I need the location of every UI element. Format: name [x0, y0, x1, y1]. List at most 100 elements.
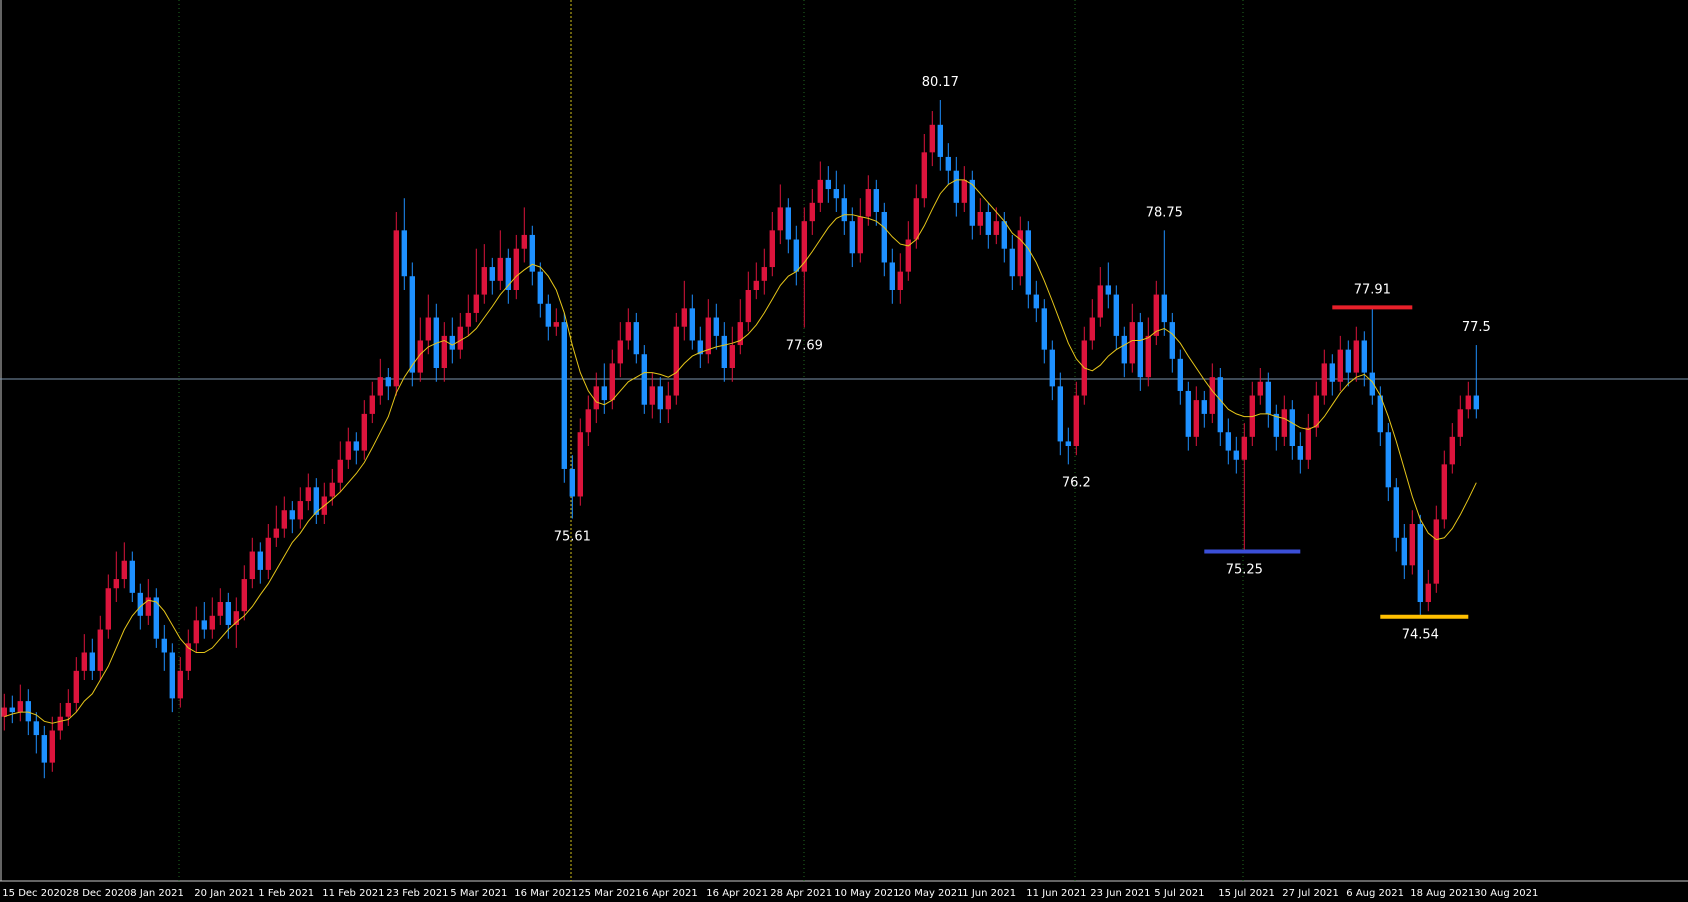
candle-body — [1177, 358, 1183, 391]
candle-body — [905, 239, 911, 272]
candle-body — [377, 377, 383, 396]
candle-body — [817, 179, 823, 203]
candle-body — [1121, 335, 1127, 364]
candle-body — [489, 267, 495, 281]
candle-body — [1129, 322, 1135, 364]
candle-body — [793, 239, 799, 272]
candle-body — [1113, 294, 1119, 336]
candle-body — [697, 340, 703, 355]
candle-body — [89, 652, 95, 671]
price-label: 75.61 — [554, 530, 591, 545]
candle-body — [481, 267, 487, 295]
candle-body — [465, 312, 471, 327]
candle-body — [81, 652, 87, 671]
candle-body — [1465, 395, 1471, 410]
x-tick-label: 28 Dec 2020 — [66, 888, 130, 899]
candle-body — [1097, 285, 1103, 318]
price-label: 74.54 — [1402, 628, 1439, 643]
candle-body — [9, 707, 15, 713]
candle-body — [1017, 230, 1023, 277]
candle-body — [201, 620, 207, 630]
candle-body — [449, 335, 455, 350]
candle-body — [873, 189, 879, 212]
candle-body — [1473, 395, 1479, 410]
price-label: 77.5 — [1462, 320, 1491, 335]
candle-body — [401, 230, 407, 277]
candle-body — [729, 345, 735, 369]
candle-body — [1193, 400, 1199, 437]
x-tick-label: 11 Jun 2021 — [1026, 888, 1086, 899]
candle-body — [217, 602, 223, 616]
candle-body — [1185, 390, 1191, 437]
candle-body — [833, 189, 839, 199]
candle-body — [889, 262, 895, 290]
candle-body — [361, 413, 367, 451]
candle-body — [921, 152, 927, 199]
candle-body — [913, 198, 919, 240]
candle-body — [305, 487, 311, 502]
candle-body — [737, 322, 743, 346]
candle-body — [297, 501, 303, 520]
candles — [1, 100, 1479, 779]
candle-body — [761, 267, 767, 281]
candle-body — [1, 707, 7, 717]
candle-body — [393, 230, 399, 387]
candle-body — [657, 386, 663, 410]
candle-body — [689, 308, 695, 341]
x-tick-label: 23 Jun 2021 — [1090, 888, 1150, 899]
candle-body — [801, 221, 807, 272]
candle-body — [1209, 377, 1215, 414]
candle-body — [473, 294, 479, 313]
candle-body — [209, 615, 215, 630]
x-tick-label: 1 Jun 2021 — [962, 888, 1016, 899]
candle-body — [289, 510, 295, 520]
candle-body — [1377, 395, 1383, 433]
candle-body — [153, 597, 159, 639]
candle-body — [25, 701, 31, 722]
candle-body — [1009, 248, 1015, 277]
candle-body — [1065, 441, 1071, 447]
candle-body — [777, 207, 783, 231]
candle-body — [1033, 294, 1039, 309]
candle-body — [1313, 395, 1319, 428]
candle-body — [1401, 537, 1407, 566]
candle-body — [1345, 349, 1351, 373]
x-tick-label: 11 Feb 2021 — [322, 888, 384, 899]
price-label: 76.2 — [1062, 475, 1091, 490]
candle-body — [177, 670, 183, 699]
candle-body — [1449, 436, 1455, 465]
candle-body — [1225, 432, 1231, 451]
candle-body — [961, 179, 967, 203]
candle-body — [1321, 363, 1327, 396]
x-tick-label: 6 Aug 2021 — [1346, 888, 1404, 899]
candle-body — [97, 629, 103, 671]
candle-body — [273, 528, 279, 538]
candle-body — [881, 211, 887, 263]
candle-body — [129, 560, 135, 593]
candle-body — [113, 579, 119, 589]
candle-body — [513, 248, 519, 290]
candle-body — [1289, 409, 1295, 447]
candle-body — [641, 354, 647, 405]
candle-body — [1161, 294, 1167, 323]
x-tick-label: 5 Jul 2021 — [1154, 888, 1204, 899]
x-tick-label: 5 Mar 2021 — [450, 888, 507, 899]
x-tick-label: 15 Jul 2021 — [1218, 888, 1275, 899]
candle-body — [785, 207, 791, 240]
moving-average — [4, 179, 1477, 724]
candle-body — [857, 216, 863, 254]
candle-body — [65, 702, 71, 717]
candle-body — [169, 652, 175, 699]
candle-body — [425, 317, 431, 341]
candle-body — [1153, 294, 1159, 336]
x-tick-label: 28 Apr 2021 — [770, 888, 832, 899]
candle-body — [537, 271, 543, 304]
candle-body — [265, 537, 271, 570]
x-tick-label: 1 Feb 2021 — [258, 888, 314, 899]
price-label: 78.75 — [1146, 205, 1183, 220]
candle-body — [1393, 487, 1399, 538]
candle-body — [385, 377, 391, 387]
x-tick-label: 27 Jul 2021 — [1282, 888, 1339, 899]
candle-body — [649, 386, 655, 405]
